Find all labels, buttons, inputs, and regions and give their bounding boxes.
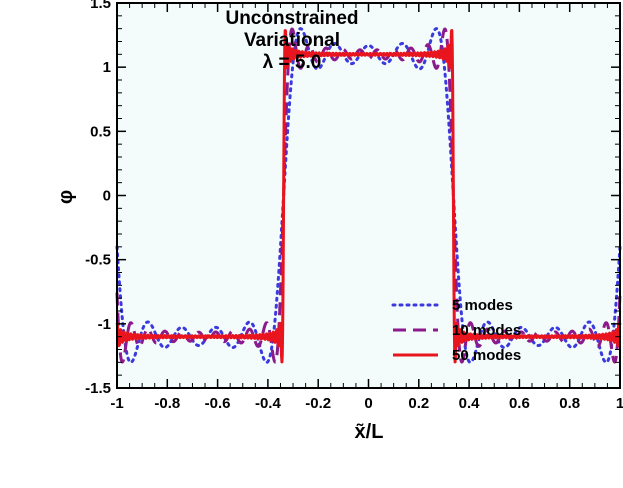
x-axis-title: x̃/L — [355, 421, 384, 443]
x-tick-label: -0.2 — [305, 395, 331, 412]
y-tick-label: 0 — [103, 188, 111, 205]
y-tick-label: -1 — [98, 316, 111, 333]
annotation-line-3: λ = 5.0 — [263, 52, 322, 73]
annotation-line-2: Variational — [244, 30, 340, 51]
annotation-line-1: Unconstrained — [225, 8, 358, 29]
series-line-50-modes — [115, 29, 622, 364]
y-tick-label: -1.5 — [85, 380, 111, 397]
x-tick-label: 1 — [616, 395, 623, 412]
y-tick-label: 0.5 — [90, 123, 111, 140]
legend-label-5-modes: 5 modes — [452, 297, 513, 314]
x-tick-label: 0.2 — [408, 395, 429, 412]
y-axis-title: φ — [55, 190, 77, 204]
y-tick-label: -0.5 — [85, 252, 111, 269]
x-tick-label: 0.6 — [509, 395, 530, 412]
legend-label-50-modes: 50 modes — [452, 347, 521, 364]
ticks-layer: -1 -0.8 -0.6 -0.4 -0.2 0 0.2 0.4 0.6 0.8 1-1.5-1-0… — [85, 0, 623, 412]
series-layer — [115, 27, 622, 364]
y-tick-label: 1 — [103, 59, 111, 76]
x-tick-label: -1 — [110, 395, 123, 412]
y-tick-label: 1.5 — [90, 0, 111, 12]
x-tick-label: -0.8 — [154, 395, 180, 412]
legend: 5 modes 10 modes 50 modes — [391, 297, 521, 364]
plot-area — [117, 3, 620, 388]
legend-label-10-modes: 10 modes — [452, 322, 521, 339]
series-line-10-modes — [115, 27, 622, 364]
x-tick-label: 0 — [364, 395, 372, 412]
x-tick-label: 0.4 — [459, 395, 481, 412]
x-tick-label: -0.4 — [255, 395, 282, 412]
x-tick-label: 0.8 — [559, 395, 580, 412]
x-tick-label: -0.6 — [205, 395, 231, 412]
